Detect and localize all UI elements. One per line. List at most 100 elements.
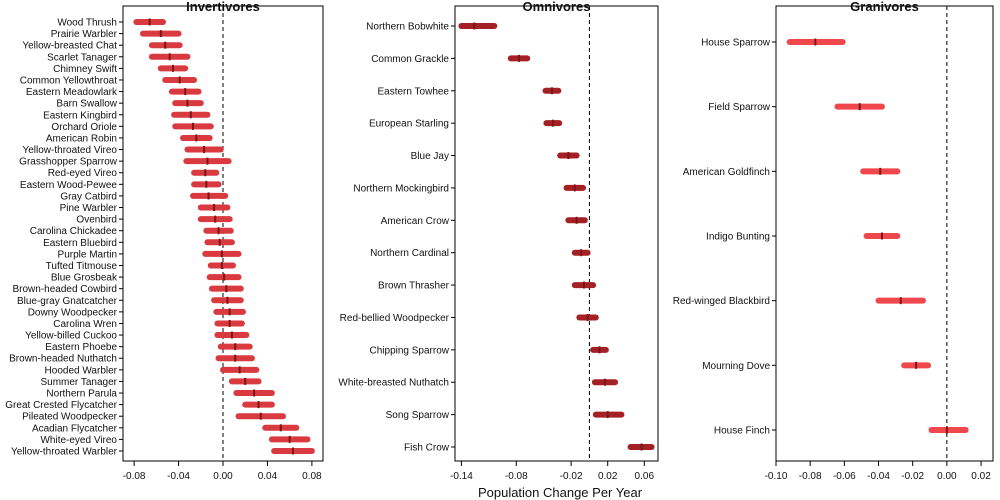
species-label: Field Sparrow xyxy=(708,102,770,113)
species-label: Song Sparrow xyxy=(386,410,450,421)
x-tick-label: 0.02 xyxy=(971,471,991,482)
species-row-red-bellied-woodpecker: Red-bellied Woodpecker xyxy=(340,313,599,324)
species-row-field-sparrow: Field Sparrow xyxy=(708,102,885,113)
species-row-chipping-sparrow: Chipping Sparrow xyxy=(370,345,609,356)
panel-omnivores: Omnivores -0.14 -0.08 -0.02 0.02 0.06 Northern… xyxy=(338,0,659,482)
species-label: Eastern Wood-Pewee xyxy=(20,180,118,191)
x-tick-label: -0.10 xyxy=(765,471,788,482)
species-row-ovenbird: Ovenbird xyxy=(76,215,233,226)
species-label: American Robin xyxy=(46,133,117,144)
species-label: Scarlet Tanager xyxy=(47,52,118,63)
species-label: Red-bellied Woodpecker xyxy=(340,313,450,324)
species-label: Gray Catbird xyxy=(60,191,117,202)
species-row-purple-martin: Purple Martin xyxy=(58,249,242,260)
species-row-eastern-bluebird: Eastern Bluebird xyxy=(43,238,235,249)
species-row-pileated-woodpecker: Pileated Woodpecker xyxy=(22,412,286,423)
species-label: Downy Woodpecker xyxy=(28,307,118,318)
species-row-chimney-swift: Chimney Swift xyxy=(53,64,189,75)
species-label: Summer Tanager xyxy=(40,377,117,388)
species-row-house-sparrow: House Sparrow xyxy=(701,38,846,49)
species-row-white-breasted-nuthatch: White-breasted Nuthatch xyxy=(338,378,619,389)
species-row-brown-headed-nuthatch: Brown-headed Nuthatch xyxy=(9,354,255,365)
species-label: Brown-headed Nuthatch xyxy=(9,354,117,365)
x-tick-label: 0.06 xyxy=(635,471,655,482)
species-row-song-sparrow: Song Sparrow xyxy=(386,410,625,421)
species-label: Prairie Warbler xyxy=(51,29,118,40)
species-label: Yellow-billed Cuckoo xyxy=(25,331,117,342)
species-label: Eastern Bluebird xyxy=(43,238,117,249)
species-row-northern-parula: Northern Parula xyxy=(46,389,275,400)
species-label: Northern Cardinal xyxy=(370,248,449,259)
species-row-tufted-titmouse: Tufted Titmouse xyxy=(46,261,236,272)
x-tick-label: -0.04 xyxy=(167,471,190,482)
species-row-eastern-wood-pewee: Eastern Wood-Pewee xyxy=(20,180,222,191)
species-row-summer-tanager: Summer Tanager xyxy=(40,377,262,388)
species-row-blue-jay: Blue Jay xyxy=(411,151,580,162)
species-label: Red-winged Blackbird xyxy=(673,296,770,307)
species-label: Red-eyed Vireo xyxy=(48,168,118,179)
species-row-common-yellowthroat: Common Yellowthroat xyxy=(20,75,198,86)
species-row-gray-catbird: Gray Catbird xyxy=(60,191,229,202)
species-row-orchard-oriole: Orchard Oriole xyxy=(51,122,214,133)
species-row-american-robin: American Robin xyxy=(46,133,213,144)
species-label: Yellow-throated Vireo xyxy=(22,145,117,156)
species-row-white-eyed-vireo: White-eyed Vireo xyxy=(40,435,311,446)
species-row-yellow-throated-warbler: Yellow-throated Warbler xyxy=(11,447,315,458)
species-row-eastern-meadowlark: Eastern Meadowlark xyxy=(26,87,202,98)
species-label: Purple Martin xyxy=(58,249,117,260)
x-tick-label: 0.08 xyxy=(302,471,322,482)
species-label: American Crow xyxy=(381,216,450,227)
x-tick-label: -0.06 xyxy=(833,471,856,482)
species-label: Ovenbird xyxy=(76,215,117,226)
species-row-barn-swallow: Barn Swallow xyxy=(56,99,204,110)
panel-title: Granivores xyxy=(850,0,919,14)
species-label: Orchard Oriole xyxy=(51,122,117,133)
species-label: Barn Swallow xyxy=(56,99,117,110)
species-label: Yellow-breasted Chat xyxy=(22,41,117,52)
species-row-blue-grosbeak: Blue Grosbeak xyxy=(51,273,242,284)
species-label: European Starling xyxy=(369,119,449,130)
species-row-wood-thrush: Wood Thrush xyxy=(57,18,166,29)
panel-frame xyxy=(775,5,994,462)
species-label: Carolina Wren xyxy=(53,319,117,330)
species-label: Eastern Meadowlark xyxy=(26,87,118,98)
species-row-northern-cardinal: Northern Cardinal xyxy=(370,248,591,259)
species-row-brown-headed-cowbird: Brown-headed Cowbird xyxy=(12,284,244,295)
x-axis-label: Population Change Per Year xyxy=(478,485,643,500)
species-row-mourning-dove: Mourning Dove xyxy=(702,361,932,372)
species-label: Blue Jay xyxy=(411,151,449,162)
x-tick-label: 0.00 xyxy=(213,471,233,482)
species-label: Carolina Chickadee xyxy=(30,226,118,237)
species-label: Brown-headed Cowbird xyxy=(12,284,117,295)
species-row-red-eyed-vireo: Red-eyed Vireo xyxy=(48,168,220,179)
species-row-common-grackle: Common Grackle xyxy=(371,54,531,65)
species-label: Indigo Bunting xyxy=(706,232,770,243)
x-tick-label: -0.08 xyxy=(123,471,146,482)
species-row-european-starling: European Starling xyxy=(369,119,563,130)
species-row-hooded-warbler: Hooded Warbler xyxy=(45,365,260,376)
species-row-house-finch: House Finch xyxy=(714,426,969,437)
panel-title: Omnivores xyxy=(523,0,591,14)
species-row-grasshopper-sparrow: Grasshopper Sparrow xyxy=(19,157,232,168)
species-row-yellow-breasted-chat: Yellow-breasted Chat xyxy=(22,41,183,52)
species-row-prairie-warbler: Prairie Warbler xyxy=(51,29,182,40)
x-tick-label: 0.02 xyxy=(598,471,618,482)
species-row-yellow-throated-vireo: Yellow-throated Vireo xyxy=(22,145,224,156)
species-row-yellow-billed-cuckoo: Yellow-billed Cuckoo xyxy=(25,331,250,342)
species-label: White-breasted Nuthatch xyxy=(338,378,449,389)
species-label: Common Grackle xyxy=(371,54,449,65)
species-label: Fish Crow xyxy=(404,443,450,454)
species-label: Mourning Dove xyxy=(702,361,770,372)
species-label: Acadian Flycatcher xyxy=(32,423,118,434)
species-label: White-eyed Vireo xyxy=(40,435,117,446)
species-label: Pine Warbler xyxy=(60,203,118,214)
x-tick-label: -0.04 xyxy=(867,471,890,482)
species-label: Common Yellowthroat xyxy=(20,75,117,86)
species-row-indigo-bunting: Indigo Bunting xyxy=(706,232,901,243)
species-row-scarlet-tanager: Scarlet Tanager xyxy=(47,52,191,63)
species-row-fish-crow: Fish Crow xyxy=(404,443,655,454)
species-label: Hooded Warbler xyxy=(45,365,118,376)
